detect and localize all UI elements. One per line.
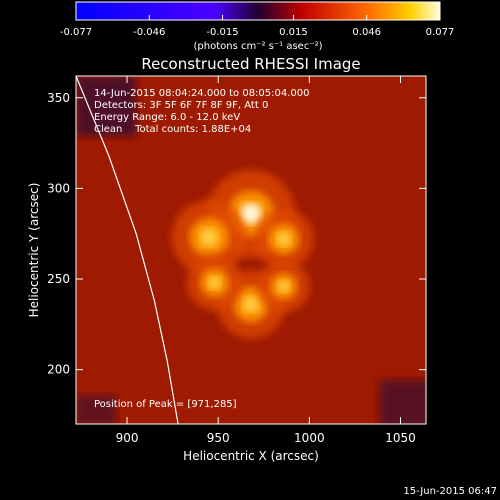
heatmap-corner-dark-bl	[76, 395, 116, 424]
x-tick-label: 950	[207, 431, 230, 445]
x-axis-ticks: 900 950 1000 1050	[116, 76, 416, 445]
x-tick-label: 1050	[385, 431, 416, 445]
source-peak	[242, 295, 260, 313]
heatmap-corner-dark-br	[380, 380, 426, 424]
x-axis-label: Heliocentric X (arcsec)	[183, 449, 319, 463]
y-tick-label: 350	[47, 91, 70, 105]
info-line-0: 14-Jun-2015 08:04:24.000 to 08:05:04.000	[94, 88, 310, 99]
info-line-1: Detectors: 3F 5F 6F 7F 8F 9F, Att 0	[94, 100, 268, 111]
y-tick-label: 250	[47, 272, 70, 286]
colorbar-tick-label: -0.015	[206, 27, 238, 38]
info-line-3: Clean Total counts: 1.88E+04	[94, 124, 251, 135]
plot-frame	[75, 75, 427, 425]
colorbar-tick-label: 0.015	[279, 27, 308, 38]
solar-limb-curve	[76, 76, 179, 424]
colorbar	[75, 1, 441, 21]
info-line-2: Energy Range: 6.0 - 12.0 keV	[94, 112, 240, 123]
source-peak	[276, 231, 292, 247]
colorbar-tick-label: -0.046	[133, 27, 165, 38]
source-peak	[199, 228, 219, 247]
y-axis-label: Heliocentric Y (arcsec)	[27, 183, 41, 318]
peak-position-label: Position of Peak = [971,285]	[94, 399, 237, 410]
colorbar-ticks: -0.077 -0.046 -0.015 0.015 0.046 0.077	[60, 15, 454, 38]
info-block: 14-Jun-2015 08:04:24.000 to 08:05:04.000…	[94, 88, 310, 135]
colorbar-tick-label: 0.077	[426, 27, 455, 38]
y-tick-label: 200	[47, 363, 70, 377]
y-tick-label: 300	[47, 181, 70, 195]
chart-title: Reconstructed RHESSI Image	[141, 55, 360, 73]
y-axis-ticks: 200 250 300 350	[47, 91, 426, 377]
x-tick-label: 900	[116, 431, 139, 445]
colorbar-tick-label: 0.046	[352, 27, 381, 38]
colorbar-unit: (photons cm⁻² s⁻¹ asec⁻²)	[193, 41, 322, 52]
heatmap-sources	[171, 169, 314, 339]
heatmap-plot	[76, 76, 426, 424]
x-tick-label: 1000	[294, 431, 325, 445]
source-peak	[240, 202, 262, 225]
source-peak	[207, 275, 222, 290]
heatmap-corner-dark-tl	[76, 76, 136, 136]
colorbar-tick-label: -0.077	[60, 27, 92, 38]
source-peak	[277, 280, 291, 293]
timestamp: 15-Jun-2015 06:47	[403, 486, 497, 497]
